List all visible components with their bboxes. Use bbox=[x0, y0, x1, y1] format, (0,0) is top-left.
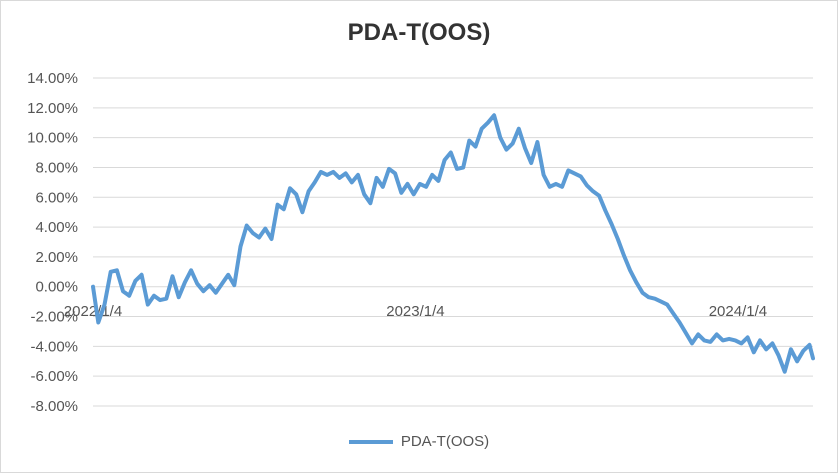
series-layer bbox=[91, 113, 815, 374]
x-axis: 2022/1/4 2023/1/4 2024/1/4 bbox=[64, 303, 767, 320]
x-tick-label: 2023/1/4 bbox=[386, 303, 444, 320]
y-tick-label: 4.00% bbox=[35, 219, 78, 236]
legend-swatch bbox=[348, 439, 393, 444]
y-tick-label: 14.00% bbox=[27, 70, 78, 87]
chart-title: PDA-T(OOS) bbox=[347, 19, 491, 46]
y-tick-label: -8.00% bbox=[30, 398, 78, 415]
y-tick-label: 10.00% bbox=[27, 130, 78, 147]
x-tick-label: 2024/1/4 bbox=[709, 303, 767, 320]
y-tick-label: -6.00% bbox=[30, 368, 78, 385]
legend: PDA-T(OOS) bbox=[1, 433, 837, 450]
y-tick-label: -2.00% bbox=[30, 309, 78, 326]
y-tick-label: 8.00% bbox=[35, 159, 78, 176]
y-tick-label: 0.00% bbox=[35, 279, 78, 296]
y-axis: 14.00% 12.00% 10.00% 8.00% 6.00% 4.00% 2.00% 0.… bbox=[27, 70, 78, 415]
x-tick-label: 2022/1/4 bbox=[64, 303, 122, 320]
plot-area: 14.00% 12.00% 10.00% 8.00% 6.00% 4.00% 2.00% 0.… bbox=[27, 70, 815, 415]
grid-layer bbox=[93, 77, 813, 407]
y-tick-label: 6.00% bbox=[35, 189, 78, 206]
y-tick-label: -4.00% bbox=[30, 338, 78, 355]
series-line bbox=[91, 113, 815, 374]
legend-label: PDA-T(OOS) bbox=[400, 433, 490, 450]
y-tick-label: 2.00% bbox=[35, 249, 78, 266]
y-tick-label: 12.00% bbox=[27, 100, 78, 117]
